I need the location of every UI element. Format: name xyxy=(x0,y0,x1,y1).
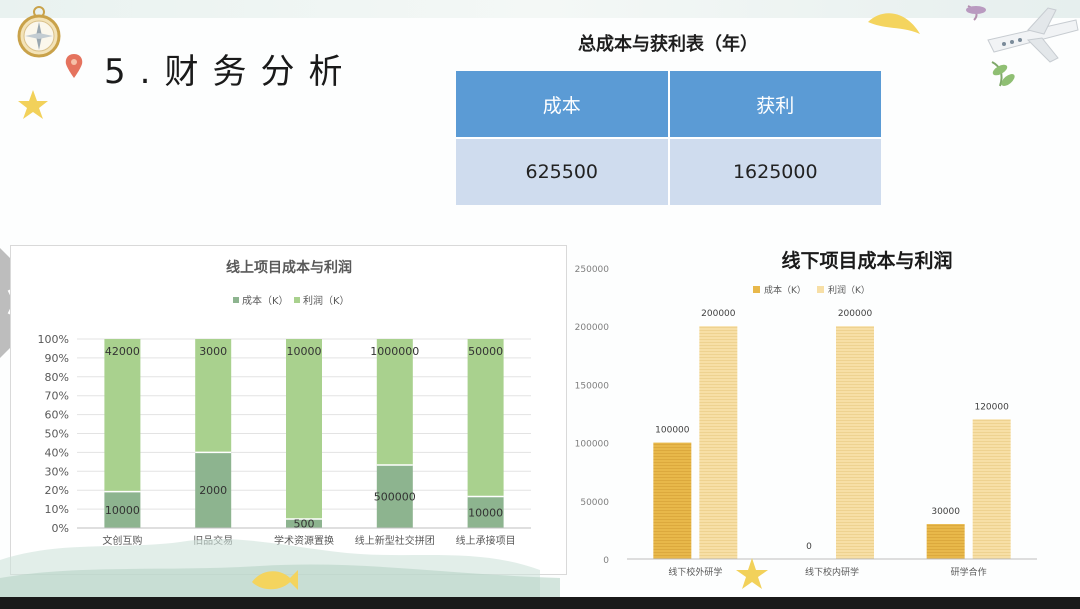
data-label-profit: 3000 xyxy=(199,345,227,358)
y-tick-label: 0 xyxy=(603,556,609,566)
x-tick-label: 文创互购 xyxy=(102,534,142,547)
data-label-cost: 10000 xyxy=(468,506,503,519)
y-tick-label: 100000 xyxy=(575,440,609,450)
y-tick-label: 40% xyxy=(45,446,69,459)
fish-icon xyxy=(252,570,298,590)
cost-profit-table: 成本 获利 625500 1625000 xyxy=(456,71,881,205)
data-label-cost: 30000 xyxy=(931,507,960,517)
airplane-icon xyxy=(966,5,1079,87)
page-title: 5.财务分析 xyxy=(104,52,357,92)
bar-cost xyxy=(376,465,413,528)
bar-cost xyxy=(467,496,504,528)
bar-profit xyxy=(836,326,874,559)
data-label-cost: 100000 xyxy=(655,426,690,436)
y-tick-label: 10% xyxy=(45,503,69,516)
data-label-profit: 42000 xyxy=(105,345,140,358)
y-tick-label: 80% xyxy=(45,371,69,384)
bar-cost xyxy=(195,452,232,528)
bar-profit xyxy=(376,339,413,465)
y-tick-label: 20% xyxy=(45,484,69,497)
bottom-bar xyxy=(0,597,1080,609)
data-label-cost: 0 xyxy=(806,542,812,552)
bar-cost xyxy=(653,442,692,559)
y-tick-label: 0% xyxy=(52,522,69,535)
y-tick-label: 100% xyxy=(38,333,69,346)
legend-swatch xyxy=(233,297,239,303)
star-icon xyxy=(736,558,768,589)
leaf-icon xyxy=(868,13,920,34)
table-cell-cost: 625500 xyxy=(456,137,670,205)
data-label-profit: 200000 xyxy=(838,309,873,319)
bar-profit xyxy=(972,419,1011,559)
legend-label: 利润（K） xyxy=(828,284,870,296)
y-tick-label: 50% xyxy=(45,428,69,441)
data-label-cost: 2000 xyxy=(199,484,227,497)
bar-profit xyxy=(195,339,232,453)
bar-profit xyxy=(467,339,504,497)
decorative-top-band xyxy=(0,0,1080,18)
data-label-profit: 200000 xyxy=(701,309,736,319)
data-label-profit: 1000000 xyxy=(370,345,419,358)
bar-profit xyxy=(699,326,738,559)
x-tick-label: 研学合作 xyxy=(951,566,987,578)
data-label-cost: 500000 xyxy=(374,491,416,504)
y-tick-label: 150000 xyxy=(575,381,609,391)
bar-profit xyxy=(286,339,322,519)
y-tick-label: 50000 xyxy=(580,498,609,508)
data-label-cost: 10000 xyxy=(105,504,140,517)
bar-profit xyxy=(104,339,141,492)
legend-swatch xyxy=(753,286,760,293)
map-pin-icon xyxy=(65,54,83,78)
legend-label: 成本（K） xyxy=(242,294,289,307)
data-label-cost: 500 xyxy=(294,518,315,531)
table-cell-profit: 1625000 xyxy=(668,137,881,205)
y-tick-label: 90% xyxy=(45,352,69,365)
y-tick-label: 250000 xyxy=(575,265,609,275)
table-header-cost: 成本 xyxy=(456,71,670,138)
legend-swatch xyxy=(294,297,300,303)
x-tick-label: 学术资源置换 xyxy=(274,534,334,547)
table-title: 总成本与获利表（年） xyxy=(578,34,758,55)
x-tick-label: 线上承接项目 xyxy=(456,534,516,547)
bar-cost xyxy=(104,491,141,528)
bar-cost xyxy=(926,524,965,559)
y-tick-label: 70% xyxy=(45,390,69,403)
x-tick-label: 线下校内研学 xyxy=(805,566,859,578)
table-header-profit: 获利 xyxy=(668,71,881,138)
y-tick-label: 30% xyxy=(45,465,69,478)
data-label-profit: 50000 xyxy=(468,345,503,358)
x-tick-label: 线下校外研学 xyxy=(668,566,722,578)
data-label-profit: 120000 xyxy=(974,402,1009,412)
legend-swatch xyxy=(817,286,824,293)
data-label-profit: 10000 xyxy=(287,345,322,358)
star-icon xyxy=(18,90,48,119)
online-chart: 线上项目成本与利润成本（K） 利润（K） 0% 10% 20% 30% 40% 50% 60% 7… xyxy=(10,245,567,575)
chart-title: 线下项目成本与利润 xyxy=(781,249,952,272)
compass-icon xyxy=(17,6,61,58)
y-tick-label: 200000 xyxy=(575,323,609,333)
legend-label: 成本（K） xyxy=(764,284,806,296)
y-tick-label: 60% xyxy=(45,409,69,422)
bar-cost xyxy=(286,519,322,528)
x-tick-label: 线上新型社交拼团 xyxy=(355,534,435,547)
chart-title: 线上项目成本与利润 xyxy=(226,259,352,276)
offline-chart: 线下项目成本与利润成本（K） 利润（K） 0 50000 100000 150000 200… xyxy=(575,235,1075,587)
legend-label: 利润（K） xyxy=(303,294,350,307)
